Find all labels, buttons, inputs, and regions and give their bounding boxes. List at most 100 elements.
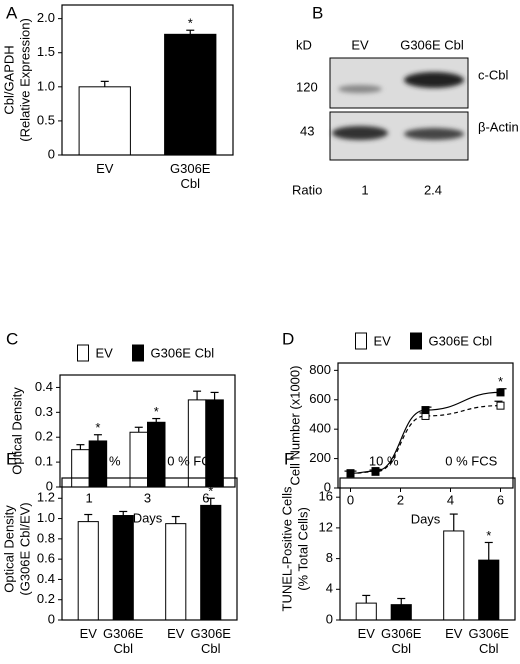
bar	[71, 449, 90, 488]
category-label: 10 %	[369, 453, 399, 468]
x-tick-label: 6	[202, 490, 209, 505]
panel-letter: D	[282, 329, 294, 348]
band-label: β-Actin	[478, 119, 519, 134]
bar-label: EV	[357, 626, 375, 641]
bar	[164, 33, 217, 156]
y-tick-label: 0.2	[37, 591, 55, 606]
y-tick-label: 0.5	[37, 112, 55, 127]
y-tick-label: 200	[309, 450, 331, 465]
bar-label: EV	[79, 626, 97, 641]
bar-label: G306E Cbl	[103, 626, 144, 656]
plot-frame	[337, 362, 514, 489]
legend-label: G306E Cbl	[429, 333, 493, 348]
bar-label-box: EV	[445, 626, 463, 641]
blot-band	[404, 128, 464, 140]
blot-band	[332, 126, 388, 140]
y-tick-label: 0	[326, 611, 333, 626]
bar	[205, 399, 224, 488]
legend-label: G306E Cbl	[151, 345, 215, 360]
legend-swatch	[355, 332, 367, 350]
x-tick-label: 4	[447, 492, 454, 507]
bar-label-box: G306E Cbl	[103, 626, 144, 656]
ratio-value: 2.4	[424, 182, 442, 197]
y-tick-label: 1.5	[37, 44, 55, 59]
y-tick-label: 1.2	[37, 490, 55, 505]
category-label: 0 % FCS	[167, 453, 219, 468]
bar-label: EV	[445, 626, 463, 641]
band-label: c-Cbl	[478, 67, 508, 82]
x-tick-label: 1	[86, 490, 93, 505]
bar-label-box: G306E Cbl	[468, 626, 509, 656]
bar-label: EV	[167, 626, 185, 641]
y-axis-label: Optical Density	[1, 505, 16, 593]
marker	[346, 469, 355, 478]
y-tick-label: 4	[326, 581, 333, 596]
marker	[421, 406, 430, 415]
x-tick-label: 3	[144, 490, 151, 505]
bar	[78, 86, 131, 156]
legend-label: EV	[96, 345, 114, 360]
bar-label-box: EV	[167, 626, 185, 641]
y-tick-label: 0.4	[35, 379, 53, 394]
x-tick-label: 2	[397, 492, 404, 507]
annotation: *	[208, 484, 213, 499]
blot-band	[404, 72, 464, 88]
y-tick-label: 1.0	[37, 510, 55, 525]
bar-label-box: EV	[357, 626, 375, 641]
blot-band	[338, 85, 382, 93]
bar-label-box: EV	[79, 626, 97, 641]
plot-frame	[61, 477, 238, 621]
plot-frame	[339, 477, 516, 621]
annotation: *	[498, 374, 503, 389]
y-tick-label: 600	[309, 391, 331, 406]
y-tick-label: 800	[309, 362, 331, 377]
bar	[390, 604, 412, 621]
panel-letter: E	[6, 449, 17, 468]
marker	[496, 401, 505, 410]
y-tick-label: 12	[319, 519, 333, 534]
y-tick-label: 0	[46, 478, 53, 493]
y-tick-label: 0.1	[35, 454, 53, 469]
series-line	[350, 391, 501, 474]
ratio-label: Ratio	[292, 182, 322, 197]
ratio-value: 1	[361, 182, 368, 197]
bar-label-box: G306E Cbl	[381, 626, 421, 656]
y-tick-label: 1.0	[37, 78, 55, 93]
bar	[478, 559, 500, 621]
category-label: 0 % FCS	[445, 453, 497, 468]
legend-swatch	[77, 344, 89, 362]
bar	[187, 399, 207, 488]
x-tick-label: EV	[96, 161, 114, 176]
legend-swatch	[410, 332, 422, 350]
unit-label: kD	[296, 37, 312, 52]
y-axis-label: (% Total Cells)	[295, 507, 310, 591]
x-tick-label-box: G306E Cbl	[170, 161, 211, 191]
marker-size: 43	[300, 123, 314, 138]
y-tick-label: 0.2	[35, 429, 53, 444]
y-tick-label: 0	[324, 479, 331, 494]
y-tick-label: 0.8	[37, 530, 55, 545]
bar-label: G306E Cbl	[468, 626, 509, 656]
blot-panel: B kD EV G306E Cbl 120 c-Cbl 43 β-Actin R…	[292, 3, 519, 197]
bar	[443, 530, 465, 621]
y-axis-label: (G306E Cbl/EV)	[17, 502, 32, 595]
annotation: *	[154, 404, 159, 419]
y-axis-label: (Relative Expression)	[17, 18, 32, 142]
x-axis-label: Days	[411, 511, 441, 526]
marker	[496, 388, 505, 397]
bar	[129, 431, 148, 488]
y-tick-label: 0	[48, 146, 55, 161]
bar	[112, 515, 134, 621]
y-axis-label: Cell Number (x1000)	[287, 366, 302, 486]
bar	[200, 504, 222, 621]
marker-size: 120	[296, 79, 318, 94]
category-label: 10 %	[91, 453, 121, 468]
panel-letter: C	[6, 329, 18, 348]
x-tick-label: G306E Cbl	[170, 161, 211, 191]
y-tick-label: 0	[48, 611, 55, 626]
annotation: *	[95, 420, 100, 435]
x-tick-label-box: EV	[96, 161, 114, 176]
bar	[77, 521, 99, 621]
bar	[355, 602, 377, 621]
